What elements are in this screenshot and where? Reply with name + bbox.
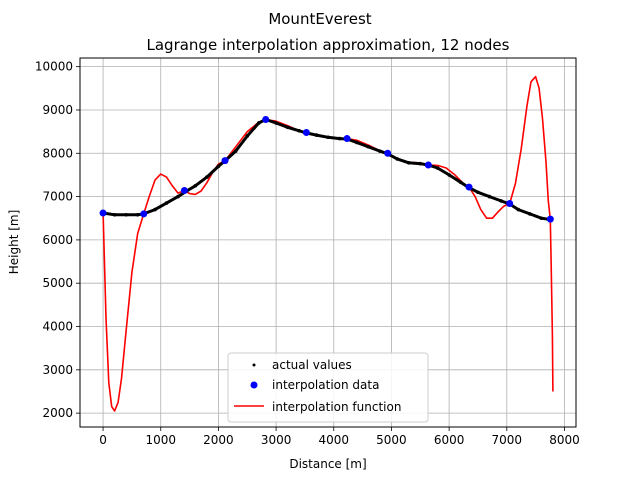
interpolation-node-point [180, 187, 188, 195]
y-tick-label: 10000 [35, 60, 73, 74]
actual-value-point [297, 128, 301, 133]
actual-value-point [499, 199, 503, 203]
legend: actual values interpolation data interpo… [227, 352, 429, 423]
interpolation-node-point [302, 128, 310, 136]
actual-value-point [216, 164, 221, 169]
x-tick-label: 3000 [261, 433, 292, 447]
series-layer [99, 75, 554, 412]
actual-value-point [164, 201, 169, 205]
x-tick-label: 8000 [549, 433, 580, 447]
actual-value-point [366, 144, 371, 149]
chart-suptitle: MountEverest [268, 10, 371, 28]
actual-value-point [112, 212, 117, 217]
legend-nodes-label: interpolation data [272, 378, 379, 392]
x-tick-label: 7000 [492, 433, 523, 447]
actual-value-point [176, 194, 180, 199]
chart-title: Lagrange interpolation approximation, 12… [147, 36, 510, 54]
actual-value-point [193, 183, 198, 188]
y-tick-label: 8000 [42, 146, 73, 160]
legend-nodes-marker [250, 381, 258, 389]
y-tick-label: 6000 [42, 233, 73, 247]
interpolation-node-point [140, 210, 148, 218]
actual-value-point [447, 173, 451, 177]
x-tick-label: 2000 [203, 433, 234, 447]
actual-value-point [314, 133, 319, 137]
legend-box [227, 352, 429, 423]
ticks-layer: 0 1000 2000 3000 4000 5000 6000 7000 8000 2000 300… [35, 60, 580, 447]
actual-value-point [274, 121, 278, 125]
legend-actual-label: actual values [272, 358, 352, 372]
actual-value-point [355, 140, 359, 145]
interpolation-node-point [343, 135, 351, 143]
x-tick-label: 5000 [376, 433, 407, 447]
y-tick-label: 3000 [42, 363, 73, 377]
actual-value-point [406, 161, 411, 165]
y-tick-label: 4000 [42, 320, 73, 334]
x-axis-label: Distance [m] [289, 457, 366, 471]
x-tick-label: 4000 [318, 433, 349, 447]
actual-value-point [476, 190, 480, 195]
actual-value-point [285, 125, 290, 130]
y-tick-label: 7000 [42, 190, 73, 204]
actual-value-point [256, 121, 261, 125]
actual-value-point [233, 149, 238, 153]
actual-value-point [326, 135, 330, 140]
actual-value-point [539, 216, 544, 221]
actual-value-point [153, 207, 157, 212]
legend-actual-marker [252, 363, 256, 367]
actual-value-point [418, 161, 423, 166]
x-tick-label: 1000 [145, 433, 176, 447]
actual-value-point [395, 157, 400, 161]
actual-value-point [435, 166, 440, 170]
interpolation-node-point [506, 200, 514, 208]
interpolation-node-point [465, 183, 473, 191]
y-tick-label: 2000 [42, 406, 73, 420]
actual-value-point [124, 212, 128, 217]
x-tick-label: 6000 [434, 433, 465, 447]
actual-value-point [337, 136, 342, 141]
interpolation-node-point [221, 157, 229, 165]
interpolation-node-point [99, 209, 107, 217]
actual-value-point [487, 194, 492, 199]
interpolation-node-point [262, 116, 270, 123]
y-tick-label: 5000 [42, 276, 73, 290]
interpolation-node-point [546, 215, 554, 223]
actual-value-point [378, 149, 382, 153]
actual-value-point [135, 212, 140, 217]
x-tick-label: 0 [99, 433, 107, 447]
actual-value-point [245, 134, 250, 138]
interpolation-node-point [424, 161, 432, 169]
actual-value-point [516, 207, 521, 212]
plot-frame [79, 57, 577, 428]
legend-interp-label: interpolation function [272, 400, 401, 414]
actual-value-point [528, 212, 532, 216]
interpolation-node-point [384, 149, 392, 157]
actual-values-trace [102, 118, 551, 221]
y-tick-label: 9000 [42, 103, 73, 117]
actual-value-point [205, 175, 209, 179]
actual-value-point [458, 180, 463, 185]
grid-layer [80, 58, 576, 427]
y-axis-label: Height [m] [7, 210, 21, 275]
